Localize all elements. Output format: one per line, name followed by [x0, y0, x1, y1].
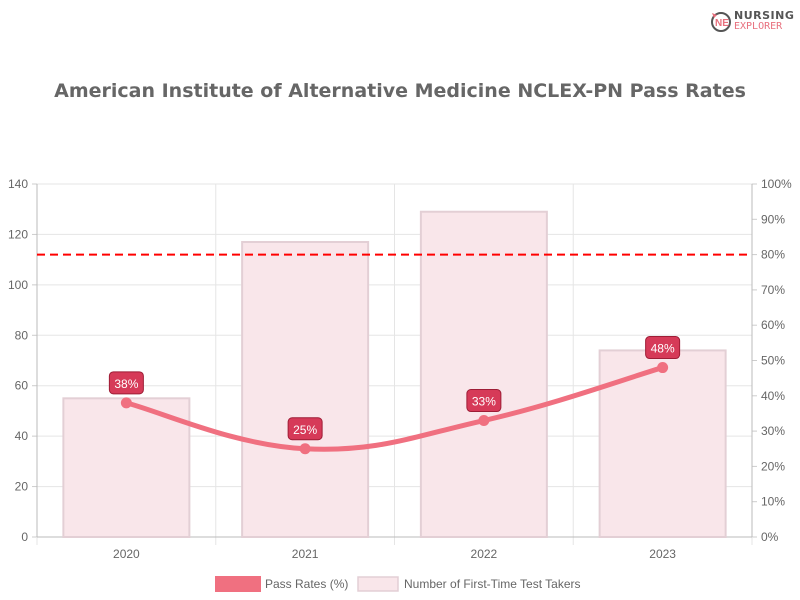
- x-tick-label: 2023: [649, 547, 676, 561]
- pass-rate-line: [123, 365, 666, 452]
- pass-rate-point-2020: [120, 397, 132, 409]
- y-right-tick-label: 60%: [761, 318, 785, 332]
- y-right-tick-label: 50%: [761, 354, 785, 368]
- data-label: 48%: [651, 342, 675, 356]
- bar-2021: [241, 240, 370, 538]
- pass-rate-point-2021: [299, 443, 311, 455]
- legend-label-test-takers: Number of First-Time Test Takers: [404, 577, 580, 591]
- svg-text:NE: NE: [715, 18, 729, 29]
- y-left-tick-label: 120: [8, 227, 28, 241]
- y-right-tick-label: 80%: [761, 248, 785, 262]
- y-left-tick-label: 60: [15, 379, 29, 393]
- y-right-tick-label: 10%: [761, 495, 785, 509]
- data-label-box: [645, 336, 681, 360]
- y-left-tick-label: 100: [8, 278, 28, 292]
- data-label: 33%: [472, 395, 496, 409]
- data-label-box: [466, 389, 502, 413]
- y-right-tick-label: 40%: [761, 389, 785, 403]
- logo-text-2: EXPLORER: [734, 21, 783, 32]
- x-tick-label: 2021: [292, 547, 319, 561]
- y-left-tick-label: 140: [8, 177, 28, 191]
- y-right-tick-label: 0%: [761, 530, 779, 544]
- y-left-tick-label: 40: [15, 429, 29, 443]
- logo-text-1: NURSING: [734, 9, 795, 22]
- data-label: 38%: [114, 377, 138, 391]
- data-label-box: [108, 371, 144, 395]
- data-label: 25%: [293, 423, 317, 437]
- legend-swatch-pass-rates: [215, 576, 261, 592]
- pass-rate-point-2023: [657, 362, 669, 374]
- nursing-explorer-logo: NE NURSING EXPLORER: [710, 8, 800, 34]
- x-tick-label: 2020: [113, 547, 140, 561]
- y-left-tick-label: 20: [15, 480, 29, 494]
- data-label-box: [287, 417, 323, 441]
- legend-swatch-test-takers: [357, 576, 399, 592]
- y-left-tick-label: 0: [21, 530, 28, 544]
- y-right-tick-label: 20%: [761, 459, 785, 473]
- legend-label-pass-rates: Pass Rates (%): [265, 577, 348, 591]
- y-right-tick-label: 30%: [761, 424, 785, 438]
- bar-2023: [598, 349, 727, 538]
- pass-rate-point-2022: [478, 415, 490, 427]
- bar-2022: [419, 210, 548, 538]
- y-right-tick-label: 70%: [761, 283, 785, 297]
- y-left-tick-label: 80: [15, 328, 29, 342]
- logo-icon: NE: [711, 12, 731, 32]
- chart-title: American Institute of Alternative Medici…: [54, 80, 746, 102]
- y-right-tick-label: 90%: [761, 212, 785, 226]
- x-tick-label: 2022: [471, 547, 498, 561]
- y-right-tick-label: 100%: [761, 177, 792, 191]
